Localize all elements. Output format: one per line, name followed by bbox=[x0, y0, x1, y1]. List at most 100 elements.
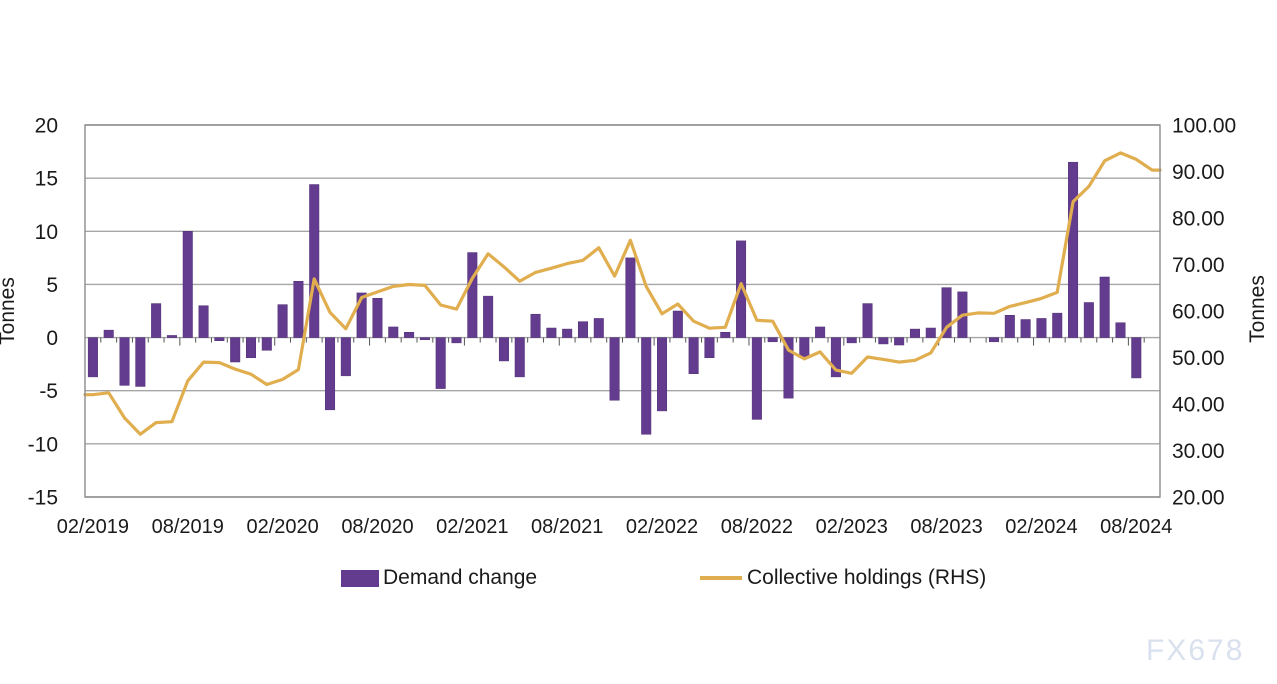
bar-02/2023 bbox=[846, 337, 857, 344]
left-tick-label: -15 bbox=[28, 487, 58, 510]
x-tick-label: 02/2020 bbox=[246, 516, 318, 538]
x-tick-label: 08/2023 bbox=[910, 516, 982, 538]
bar-02/2024 bbox=[1036, 318, 1047, 338]
watermark: FX678 bbox=[1146, 634, 1245, 667]
bar-11/2022 bbox=[799, 337, 810, 359]
bar-02/2020 bbox=[277, 304, 288, 338]
bar-10/2022 bbox=[783, 337, 794, 399]
bar-07/2021 bbox=[546, 327, 557, 338]
bar-09/2019 bbox=[198, 305, 209, 338]
x-tick-label: 08/2019 bbox=[152, 516, 224, 538]
plot-border-rect bbox=[84, 124, 1161, 498]
plot-border bbox=[84, 124, 1161, 498]
bar-01/2023 bbox=[830, 337, 841, 378]
left-tick-label: 15 bbox=[35, 168, 58, 191]
x-tick-label: 02/2023 bbox=[816, 516, 888, 538]
legend-line-swatch-icon bbox=[700, 576, 742, 580]
bar-07/2024 bbox=[1115, 322, 1126, 338]
bar-07/2023 bbox=[925, 327, 936, 338]
bar-06/2021 bbox=[530, 313, 541, 338]
x-tick-label: 08/2022 bbox=[721, 516, 793, 538]
x-tick-label: 02/2019 bbox=[57, 516, 129, 538]
right-tick-label: 60.00 bbox=[1172, 301, 1225, 324]
bar-03/2024 bbox=[1052, 312, 1063, 338]
right-axis-tick-labels: 100.00 90.00 80.00 70.00 60.00 50.00 40.00 30.0… bbox=[1172, 115, 1236, 510]
bar-08/2022 bbox=[751, 337, 762, 420]
bar-05/2022 bbox=[704, 337, 715, 359]
bar-03/2020 bbox=[293, 280, 304, 338]
right-tick-label: 100.00 bbox=[1172, 115, 1236, 138]
bar-05/2020 bbox=[325, 337, 336, 411]
bar-05/2024 bbox=[1083, 302, 1094, 338]
legend-label-collective-holdings: Collective holdings (RHS) bbox=[747, 566, 987, 589]
x-tick-label: 02/2024 bbox=[1005, 516, 1077, 538]
x-axis-ticks bbox=[84, 337, 1161, 346]
bar-03/2023 bbox=[862, 303, 873, 338]
left-tick-label: 20 bbox=[35, 115, 58, 138]
bar-05/2023 bbox=[894, 337, 905, 346]
bar-10/2020 bbox=[404, 332, 415, 338]
bar-11/2023 bbox=[989, 337, 1000, 343]
bar-06/2023 bbox=[909, 328, 920, 338]
bar-12/2021 bbox=[625, 257, 636, 338]
left-axis-tick-labels: 20 15 10 5 0 -5 -10 -15 bbox=[28, 115, 58, 510]
bar-08/2024 bbox=[1131, 337, 1142, 379]
legend-label-demand-change: Demand change bbox=[383, 566, 538, 589]
bar-05/2019 bbox=[135, 337, 146, 387]
right-tick-label: 70.00 bbox=[1172, 254, 1225, 277]
bar-08/2021 bbox=[562, 328, 573, 338]
bar-11/2021 bbox=[609, 337, 620, 401]
left-tick-label: 5 bbox=[46, 274, 58, 297]
collective-holdings-line bbox=[83, 151, 1162, 436]
bar-12/2023 bbox=[1004, 315, 1015, 338]
bar-01/2021 bbox=[451, 337, 462, 344]
bar-09/2022 bbox=[767, 337, 778, 343]
bar-11/2019 bbox=[230, 337, 241, 363]
legend-item-collective-holdings: Collective holdings (RHS) bbox=[700, 566, 986, 590]
bar-10/2019 bbox=[214, 337, 225, 342]
bar-04/2024 bbox=[1068, 161, 1079, 338]
demand-change-bars bbox=[87, 161, 1142, 435]
bar-07/2022 bbox=[736, 240, 747, 338]
left-axis-title: Tonnes bbox=[0, 277, 19, 345]
bar-04/2020 bbox=[309, 184, 320, 338]
bar-07/2019 bbox=[166, 335, 177, 338]
bar-08/2023 bbox=[941, 287, 952, 338]
bar-12/2019 bbox=[245, 337, 256, 359]
bar-08/2020 bbox=[372, 297, 383, 338]
right-tick-label: 20.00 bbox=[1172, 487, 1225, 510]
bar-06/2019 bbox=[151, 303, 162, 338]
left-tick-label: -10 bbox=[28, 433, 58, 456]
bar-04/2019 bbox=[119, 337, 130, 386]
bar-03/2019 bbox=[103, 329, 114, 338]
bar-02/2019 bbox=[87, 337, 98, 378]
x-tick-label: 08/2020 bbox=[341, 516, 413, 538]
bar-11/2020 bbox=[419, 337, 430, 340]
bar-01/2022 bbox=[641, 337, 652, 435]
bar-12/2022 bbox=[815, 326, 826, 338]
right-axis-title: Tonnes bbox=[1246, 275, 1269, 343]
x-axis-tick-labels: 02/2019 08/2019 02/2020 08/2020 02/2021 08/20… bbox=[57, 516, 1173, 538]
bar-02/2021 bbox=[467, 252, 478, 338]
x-tick-label: 08/2021 bbox=[531, 516, 603, 538]
left-tick-label: -5 bbox=[39, 380, 58, 403]
right-tick-label: 80.00 bbox=[1172, 208, 1225, 231]
bar-07/2020 bbox=[356, 292, 367, 338]
right-tick-label: 30.00 bbox=[1172, 440, 1225, 463]
right-tick-label: 40.00 bbox=[1172, 394, 1225, 417]
bar-12/2020 bbox=[435, 337, 446, 389]
right-tick-label: 50.00 bbox=[1172, 347, 1225, 370]
bar-03/2022 bbox=[672, 310, 683, 338]
bar-08/2019 bbox=[182, 231, 193, 338]
bar-03/2021 bbox=[483, 295, 494, 338]
bar-09/2021 bbox=[577, 321, 588, 338]
bar-04/2022 bbox=[688, 337, 699, 374]
bar-09/2020 bbox=[388, 326, 399, 338]
x-tick-label: 02/2021 bbox=[436, 516, 508, 538]
x-tick-label: 08/2024 bbox=[1100, 516, 1172, 538]
bar-10/2021 bbox=[593, 318, 604, 338]
left-tick-label: 10 bbox=[35, 221, 58, 244]
left-tick-label: 0 bbox=[46, 327, 58, 350]
